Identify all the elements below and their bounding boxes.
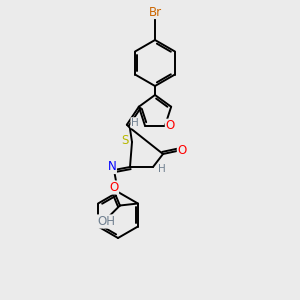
- Text: S: S: [121, 134, 129, 148]
- Text: OH: OH: [97, 215, 115, 228]
- Text: N: N: [108, 160, 116, 173]
- Text: Br: Br: [148, 5, 162, 19]
- Text: O: O: [177, 143, 187, 157]
- Text: H: H: [131, 118, 139, 128]
- Text: H: H: [158, 164, 166, 174]
- Text: O: O: [109, 181, 119, 194]
- Text: O: O: [165, 119, 175, 132]
